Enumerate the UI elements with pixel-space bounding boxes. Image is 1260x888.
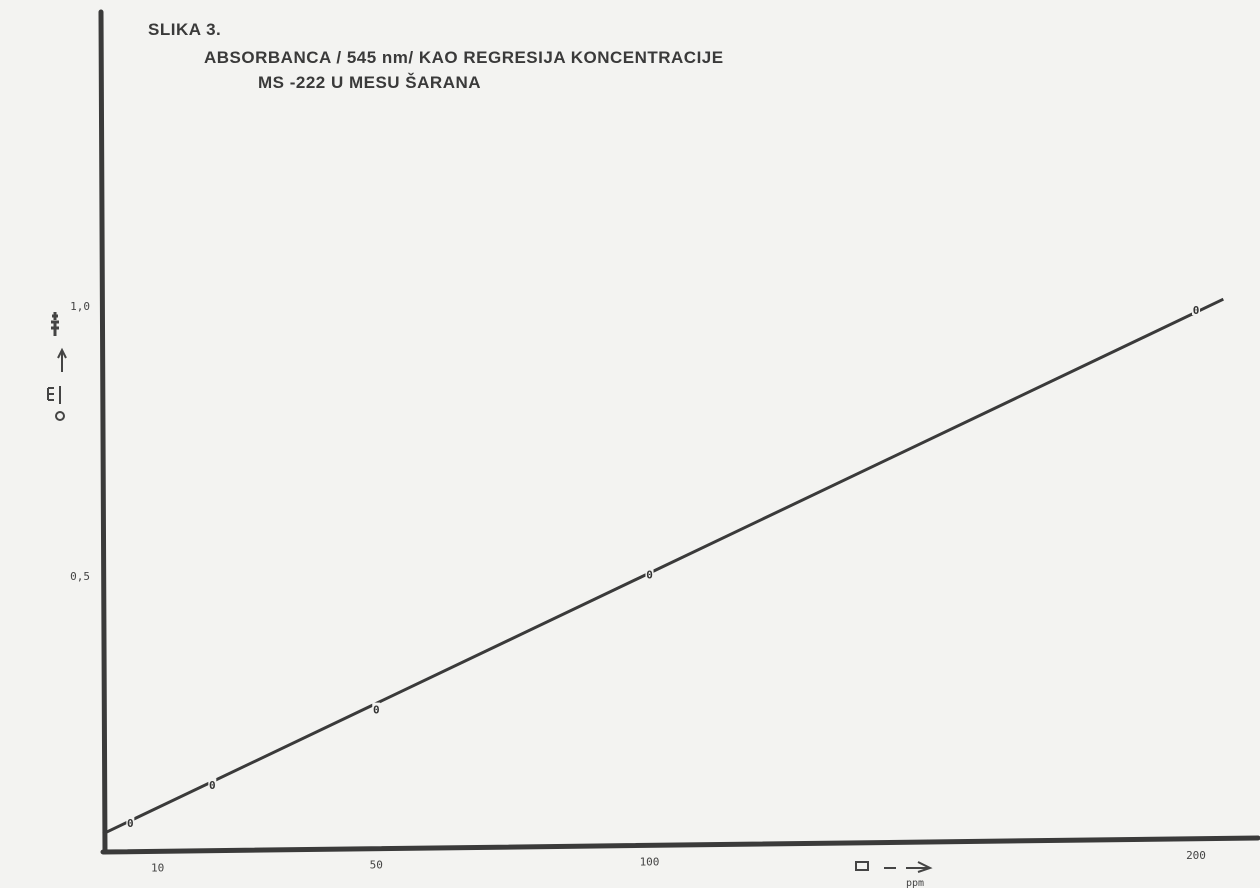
axis-label-glyphs: ppm — [47, 312, 933, 888]
data-point-marker: 0 — [646, 569, 653, 582]
x-tick-label: 200 — [1186, 849, 1206, 862]
data-points: 0 0 0 0 0 — [126, 303, 1200, 830]
data-point-bg — [372, 702, 381, 715]
y-tick-label: 1,0 — [70, 300, 90, 313]
data-point-marker: 0 — [373, 704, 380, 717]
figure-label: SLIKA 3. — [148, 20, 222, 39]
x-tick-label: 100 — [640, 855, 660, 868]
data-point-marker: 0 — [209, 779, 216, 792]
data-point: 0 — [208, 778, 217, 792]
y-tick-labels: 0,5 1,0 — [70, 300, 90, 583]
regression-line-group — [102, 297, 1224, 836]
axes — [98, 9, 1260, 855]
y-axis-label-glyph — [47, 312, 67, 421]
data-point: 0 — [126, 816, 135, 830]
data-point-marker: 0 — [1193, 304, 1200, 317]
x-tick-label: 50 — [370, 859, 383, 872]
regression-line — [102, 297, 1224, 836]
x-tick-labels: 10 50 100 200 — [151, 849, 1206, 874]
x-tick-label: 10 — [151, 861, 164, 874]
svg-text:ppm: ppm — [906, 878, 924, 888]
data-point-bg — [1192, 303, 1200, 315]
y-axis-line — [98, 9, 108, 855]
y-tick-label: 0,5 — [70, 570, 90, 583]
x-axis-label-glyph: ppm — [855, 861, 933, 888]
chart-title-line2: MS -222 U MESU ŠARANA — [258, 73, 482, 92]
data-point: 0 — [372, 702, 381, 717]
data-point: 0 — [645, 567, 654, 582]
data-point: 0 — [1192, 303, 1200, 317]
data-point-marker: 0 — [127, 817, 134, 830]
data-point-bg — [208, 778, 217, 791]
chart-title-line1: ABSORBANCA / 545 nm/ KAO REGRESIJA KONCE… — [204, 48, 724, 67]
data-point-bg — [126, 816, 135, 828]
data-point-bg — [645, 567, 654, 580]
x-axis-line — [100, 835, 1260, 855]
